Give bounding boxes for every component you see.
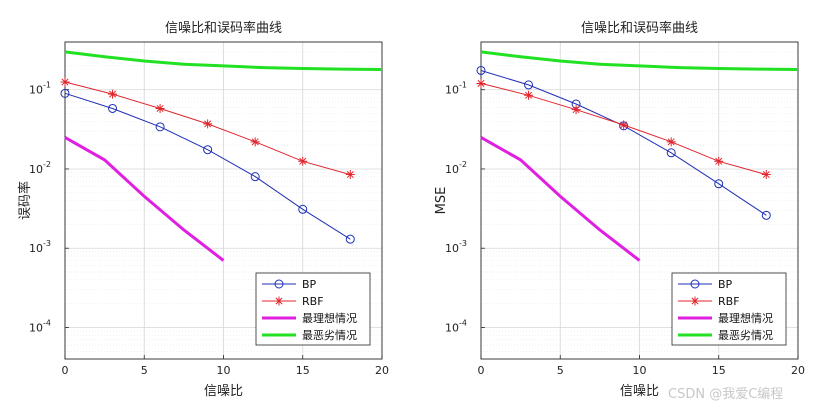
legend-label: 最理想情况 xyxy=(718,311,773,325)
y-tick-label: 10-4 xyxy=(29,318,51,334)
data-point-circle xyxy=(203,145,213,155)
chart-title: 信噪比和误码率曲线 xyxy=(165,20,282,36)
x-tick-label: 0 xyxy=(478,364,485,377)
series-2 xyxy=(60,77,355,180)
legend-marker xyxy=(274,279,284,289)
y-axis-label: MSE xyxy=(434,187,449,215)
y-tick-label: 10-4 xyxy=(445,318,467,334)
y-tick-label: 10-2 xyxy=(29,160,51,176)
data-point-star xyxy=(60,77,70,87)
data-point-star xyxy=(250,137,260,147)
x-axis-label: 信噪比 xyxy=(204,384,243,399)
data-point-star xyxy=(155,103,165,113)
y-tick-label: 10-3 xyxy=(445,239,467,255)
series-line xyxy=(64,136,225,262)
data-point-star xyxy=(203,119,213,129)
data-point-star xyxy=(274,296,284,306)
data-point-star xyxy=(690,296,700,306)
data-point-circle xyxy=(108,103,118,113)
legend-label: 最恶劣情况 xyxy=(302,328,357,342)
data-point-star xyxy=(345,170,355,180)
x-tick-label: 15 xyxy=(296,364,310,377)
x-tick-label: 10 xyxy=(633,364,647,377)
series-4 xyxy=(64,50,383,71)
legend-marker xyxy=(690,279,700,289)
series-1 xyxy=(60,88,355,244)
series-line xyxy=(64,50,383,71)
data-point-circle xyxy=(714,179,724,189)
legend-label: RBF xyxy=(302,295,324,308)
series-line xyxy=(64,92,351,240)
x-tick-label: 0 xyxy=(62,364,69,377)
data-point-circle xyxy=(476,65,486,75)
x-tick-label: 5 xyxy=(557,364,564,377)
data-point-star xyxy=(571,105,581,115)
y-tick-label: 10-1 xyxy=(29,81,51,97)
data-point-circle xyxy=(250,172,260,182)
x-tick-label: 15 xyxy=(712,364,726,377)
x-tick-label: 20 xyxy=(791,364,805,377)
x-tick-label: 5 xyxy=(141,364,148,377)
data-point-circle xyxy=(345,234,355,244)
legend-label: BP xyxy=(718,278,733,291)
series-2 xyxy=(476,78,771,180)
data-point-circle xyxy=(60,88,70,98)
data-point-circle xyxy=(155,122,165,132)
legend-label: RBF xyxy=(718,295,740,308)
data-point-star xyxy=(761,170,771,180)
legend-label: 最恶劣情况 xyxy=(718,328,773,342)
data-point-star xyxy=(476,78,486,88)
series-3 xyxy=(480,136,641,262)
series-3 xyxy=(64,136,225,262)
chart-title: 信噪比和误码率曲线 xyxy=(581,20,698,36)
data-point-circle xyxy=(298,204,308,214)
x-tick-label: 10 xyxy=(217,364,231,377)
legend-label: 最理想情况 xyxy=(302,311,357,325)
data-point-star xyxy=(298,156,308,166)
data-point-circle xyxy=(666,148,676,158)
watermark: CSDN @我爱C编程 xyxy=(668,387,783,402)
data-point-star xyxy=(108,89,118,99)
series-4 xyxy=(480,50,799,71)
y-tick-label: 10-3 xyxy=(29,239,51,255)
y-tick-label: 10-1 xyxy=(445,81,467,97)
data-point-star xyxy=(619,120,629,130)
data-point-star xyxy=(524,90,534,100)
data-point-star xyxy=(666,137,676,147)
data-point-circle xyxy=(761,210,771,220)
data-point-circle xyxy=(524,80,534,90)
x-tick-label: 20 xyxy=(375,364,389,377)
data-point-star xyxy=(714,156,724,166)
x-axis-label: 信噪比 xyxy=(620,384,659,399)
series-line xyxy=(480,50,799,71)
legend-label: BP xyxy=(302,278,317,291)
series-line xyxy=(480,136,641,262)
y-axis-label: 误码率 xyxy=(17,181,33,220)
y-tick-label: 10-2 xyxy=(445,160,467,176)
